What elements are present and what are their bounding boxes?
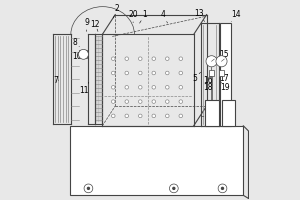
Circle shape bbox=[152, 57, 156, 60]
Bar bbox=[80, 50, 87, 58]
Text: 5: 5 bbox=[192, 72, 201, 83]
Circle shape bbox=[169, 184, 178, 193]
Circle shape bbox=[166, 114, 169, 118]
Circle shape bbox=[152, 100, 156, 103]
Bar bbox=[221, 100, 236, 126]
Text: 1: 1 bbox=[140, 10, 147, 23]
Circle shape bbox=[125, 114, 129, 118]
Circle shape bbox=[166, 57, 169, 60]
Circle shape bbox=[166, 100, 169, 103]
Text: 14: 14 bbox=[231, 10, 241, 22]
Text: 6: 6 bbox=[229, 110, 235, 122]
Circle shape bbox=[139, 57, 142, 60]
Circle shape bbox=[166, 86, 169, 89]
Text: 19: 19 bbox=[220, 82, 230, 92]
Circle shape bbox=[179, 57, 183, 60]
Bar bbox=[70, 126, 243, 195]
Circle shape bbox=[139, 100, 142, 103]
Circle shape bbox=[166, 71, 169, 75]
Text: 2: 2 bbox=[113, 4, 120, 18]
Circle shape bbox=[179, 114, 183, 118]
Circle shape bbox=[112, 71, 115, 75]
Circle shape bbox=[112, 100, 115, 103]
Circle shape bbox=[139, 114, 142, 118]
Text: 13: 13 bbox=[194, 9, 205, 22]
Circle shape bbox=[125, 57, 129, 60]
Text: 12: 12 bbox=[91, 20, 100, 31]
Circle shape bbox=[206, 56, 217, 67]
Circle shape bbox=[112, 57, 115, 60]
Text: 18: 18 bbox=[203, 82, 212, 92]
Circle shape bbox=[152, 71, 156, 75]
Circle shape bbox=[152, 114, 156, 118]
Circle shape bbox=[173, 187, 175, 189]
Text: 11: 11 bbox=[79, 82, 89, 95]
Bar bbox=[208, 70, 214, 76]
Text: 20: 20 bbox=[128, 10, 138, 23]
Text: 17: 17 bbox=[220, 74, 229, 83]
Text: 4: 4 bbox=[160, 10, 167, 23]
Circle shape bbox=[139, 71, 142, 75]
Circle shape bbox=[112, 86, 115, 89]
Circle shape bbox=[152, 86, 156, 89]
Bar bbox=[220, 23, 231, 126]
Circle shape bbox=[79, 49, 88, 59]
Circle shape bbox=[125, 71, 129, 75]
Circle shape bbox=[125, 86, 129, 89]
Circle shape bbox=[139, 86, 142, 89]
Circle shape bbox=[216, 56, 227, 67]
Circle shape bbox=[179, 86, 183, 89]
Bar bbox=[205, 100, 218, 126]
Circle shape bbox=[125, 100, 129, 103]
Circle shape bbox=[218, 184, 227, 193]
Text: 9: 9 bbox=[84, 18, 89, 31]
Circle shape bbox=[87, 187, 89, 189]
Text: 15: 15 bbox=[219, 50, 229, 61]
Text: 16: 16 bbox=[203, 76, 212, 85]
Text: 8: 8 bbox=[72, 38, 80, 47]
Text: 10: 10 bbox=[73, 52, 83, 61]
Circle shape bbox=[221, 187, 224, 189]
Circle shape bbox=[179, 100, 183, 103]
Text: 7: 7 bbox=[53, 76, 58, 85]
Circle shape bbox=[112, 114, 115, 118]
Circle shape bbox=[84, 184, 93, 193]
Circle shape bbox=[179, 71, 183, 75]
Bar bbox=[218, 70, 224, 76]
